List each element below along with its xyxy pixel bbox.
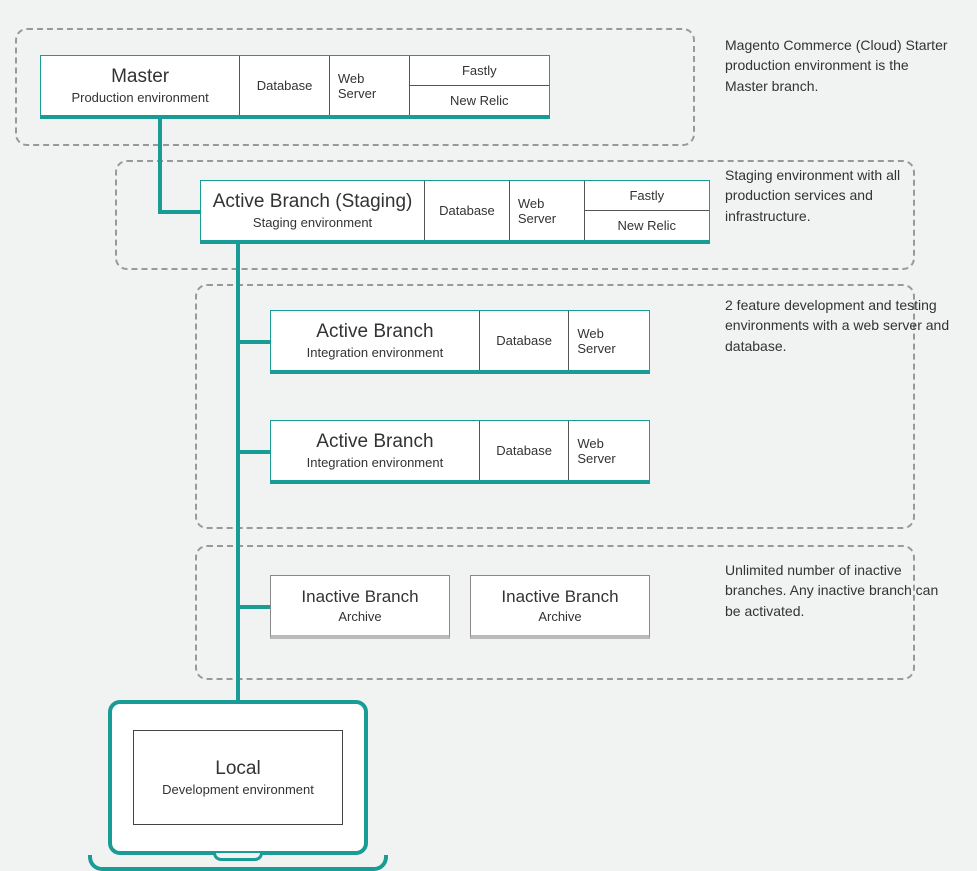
desc-inactive: Unlimited number of inactive branches. A… [725,560,955,621]
inactive-1: Inactive Branch Archive [270,575,450,639]
svc-database: Database [480,311,570,370]
svc-webserver: Web Server [569,311,649,370]
svc-webserver: Web Server [510,181,585,240]
env-staging-subtitle: Staging environment [253,215,372,230]
inactive2-title: Inactive Branch [501,587,618,607]
inactive2-subtitle: Archive [538,609,581,624]
local-title: Local [215,758,260,780]
connector [158,210,200,214]
env-master-title: Master [111,66,169,88]
svc-webserver: Web Server [569,421,649,480]
env-int2-title: Active Branch [316,431,433,453]
local-subtitle: Development environment [162,782,314,797]
inactive1-subtitle: Archive [338,609,381,624]
inactive1-title: Inactive Branch [301,587,418,607]
env-integration-1: Active Branch Integration environment Da… [270,310,650,374]
svc-newrelic: New Relic [410,86,549,115]
env-int2-subtitle: Integration environment [307,455,444,470]
connector [158,119,162,214]
env-staging-title: Active Branch (Staging) [213,191,413,213]
desc-master: Magento Commerce (Cloud) Starter product… [725,35,955,96]
desc-staging: Staging environment with all production … [725,165,955,226]
env-int1-title: Active Branch [316,321,433,343]
env-master-subtitle: Production environment [71,90,208,105]
svc-fastly: Fastly [585,181,709,211]
svc-database: Database [480,421,570,480]
svc-newrelic: New Relic [585,211,709,240]
inactive-2: Inactive Branch Archive [470,575,650,639]
connector [236,605,270,609]
env-int1-subtitle: Integration environment [307,345,444,360]
connector [236,244,240,700]
local-laptop: Local Development environment [108,700,408,871]
svc-database: Database [425,181,510,240]
svc-database: Database [240,56,330,115]
env-integration-2: Active Branch Integration environment Da… [270,420,650,484]
svc-fastly: Fastly [410,56,549,86]
env-master: Master Production environment Database W… [40,55,550,119]
connector [236,450,270,454]
desc-integration: 2 feature development and testing enviro… [725,295,955,356]
connector [236,340,270,344]
env-staging: Active Branch (Staging) Staging environm… [200,180,710,244]
svc-webserver: Web Server [330,56,410,115]
